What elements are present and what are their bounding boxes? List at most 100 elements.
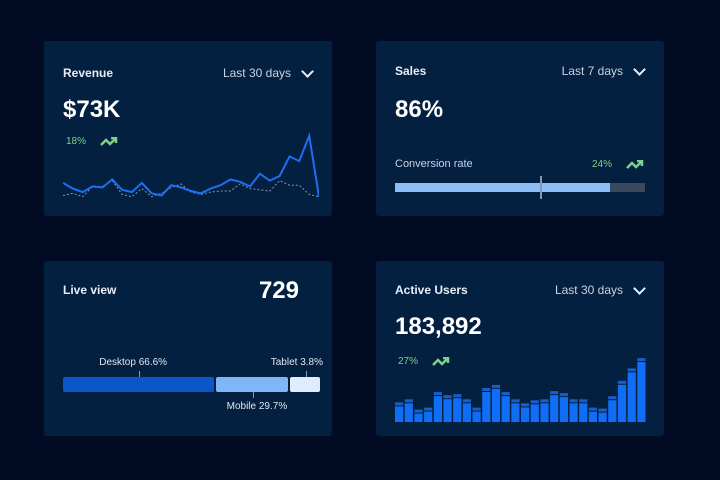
bar — [404, 403, 413, 422]
bar — [491, 388, 501, 422]
conversion-fill — [395, 183, 610, 192]
bar — [453, 398, 462, 422]
change-label: 24% — [591, 159, 612, 170]
bar — [433, 396, 442, 422]
active-users-value: 183,892 — [395, 313, 482, 340]
bar — [569, 403, 578, 422]
bar-cap — [617, 380, 627, 384]
bar — [559, 397, 568, 422]
segment-tick — [252, 392, 254, 398]
bar-cap — [395, 402, 404, 406]
bar — [511, 403, 520, 422]
segment-label: Tablet 3.8% — [270, 357, 323, 368]
bar-cap — [414, 409, 423, 413]
sales-value: 86% — [395, 96, 444, 123]
bar — [530, 404, 539, 422]
revenue-line — [63, 132, 319, 197]
bar — [501, 396, 510, 422]
bar — [598, 412, 607, 422]
revenue-value: $73K — [63, 96, 121, 123]
bar — [608, 400, 617, 422]
bar — [424, 411, 433, 422]
bar-cap — [433, 392, 442, 396]
trend-up-icon — [626, 159, 644, 169]
bar-cap — [530, 400, 539, 404]
revenue-line-chart — [63, 132, 319, 198]
sales-card: Sales Last 7 days 86% Conversion rate 24… — [376, 41, 664, 216]
trend-up-icon — [432, 356, 450, 366]
range-label: Last 30 days — [554, 283, 623, 297]
live-view-card: Live view 729 Desktop 66.6% Mobile 29.7% T… — [44, 261, 332, 436]
revenue-title: Revenue — [63, 66, 114, 80]
bar-cap — [424, 407, 433, 411]
bar — [579, 403, 588, 422]
bar — [617, 384, 627, 422]
segment-mobile[interactable] — [215, 377, 288, 392]
segment-desktop[interactable] — [63, 377, 214, 392]
live-view-value: 729 — [258, 277, 299, 304]
chevron-down-icon — [633, 62, 646, 76]
bar-cap — [569, 399, 578, 403]
bar-cap — [588, 407, 597, 411]
change-label: 18% — [66, 136, 87, 147]
revenue-range-dropdown[interactable]: Last 30 days — [222, 64, 314, 80]
bar-cap — [579, 399, 588, 403]
segment-label: Desktop 66.6% — [99, 357, 168, 368]
bar-cap — [453, 394, 462, 398]
active-users-title: Active Users — [395, 283, 468, 297]
bar-cap — [550, 391, 559, 395]
bar-cap — [540, 399, 549, 403]
change-label: 27% — [398, 356, 419, 367]
bar — [550, 395, 559, 422]
bar — [588, 411, 597, 422]
comparison-line — [63, 179, 319, 198]
active-users-bar-chart — [395, 358, 646, 422]
conversion-label: Conversion rate — [395, 158, 473, 170]
sales-title: Sales — [395, 64, 427, 78]
bar-cap — [511, 399, 520, 403]
bar-cap — [627, 368, 636, 372]
revenue-change: 18% — [66, 136, 118, 147]
trend-up-icon — [100, 136, 118, 146]
bar-cap — [443, 395, 452, 399]
chevron-down-icon — [633, 281, 646, 295]
bar-cap — [521, 403, 530, 407]
bar — [627, 372, 636, 422]
bar — [462, 403, 471, 422]
bar-cap — [637, 358, 646, 362]
segment-label: Mobile 29.7% — [226, 401, 288, 412]
bar-cap — [472, 407, 481, 411]
bar — [414, 413, 423, 422]
bar-cap — [462, 399, 471, 403]
revenue-card: Revenue Last 30 days $73K 18% — [44, 41, 332, 216]
device-breakdown-bar: Desktop 66.6% Mobile 29.7% Tablet 3.8% — [63, 357, 323, 412]
range-label: Last 30 days — [222, 66, 291, 80]
bar — [540, 403, 549, 422]
segment-tick — [305, 371, 307, 377]
segment-tick — [139, 371, 141, 377]
active-users-card: Active Users Last 30 days 183,892 27% — [376, 261, 664, 436]
bar-cap — [404, 399, 413, 403]
target-marker — [540, 176, 542, 199]
users-change: 27% — [398, 356, 450, 367]
bar-cap — [491, 384, 501, 388]
users-range-dropdown[interactable]: Last 30 days — [554, 281, 646, 297]
live-view-title: Live view — [63, 283, 117, 297]
chevron-down-icon — [301, 64, 314, 78]
bar-cap — [559, 393, 568, 397]
bar — [482, 392, 491, 422]
bar-cap — [608, 396, 617, 400]
bar-cap — [598, 408, 607, 412]
bar — [443, 399, 452, 422]
bar — [395, 406, 404, 422]
range-label: Last 7 days — [561, 64, 623, 78]
sales-change: 24% — [592, 159, 644, 170]
sales-range-dropdown[interactable]: Last 7 days — [561, 62, 646, 78]
bar — [521, 407, 530, 422]
bar — [472, 411, 481, 422]
segment-tablet[interactable] — [289, 377, 320, 392]
bar — [637, 362, 646, 422]
bar-cap — [501, 392, 510, 396]
bar-cap — [482, 388, 491, 391]
conversion-progress-bar — [395, 176, 645, 199]
